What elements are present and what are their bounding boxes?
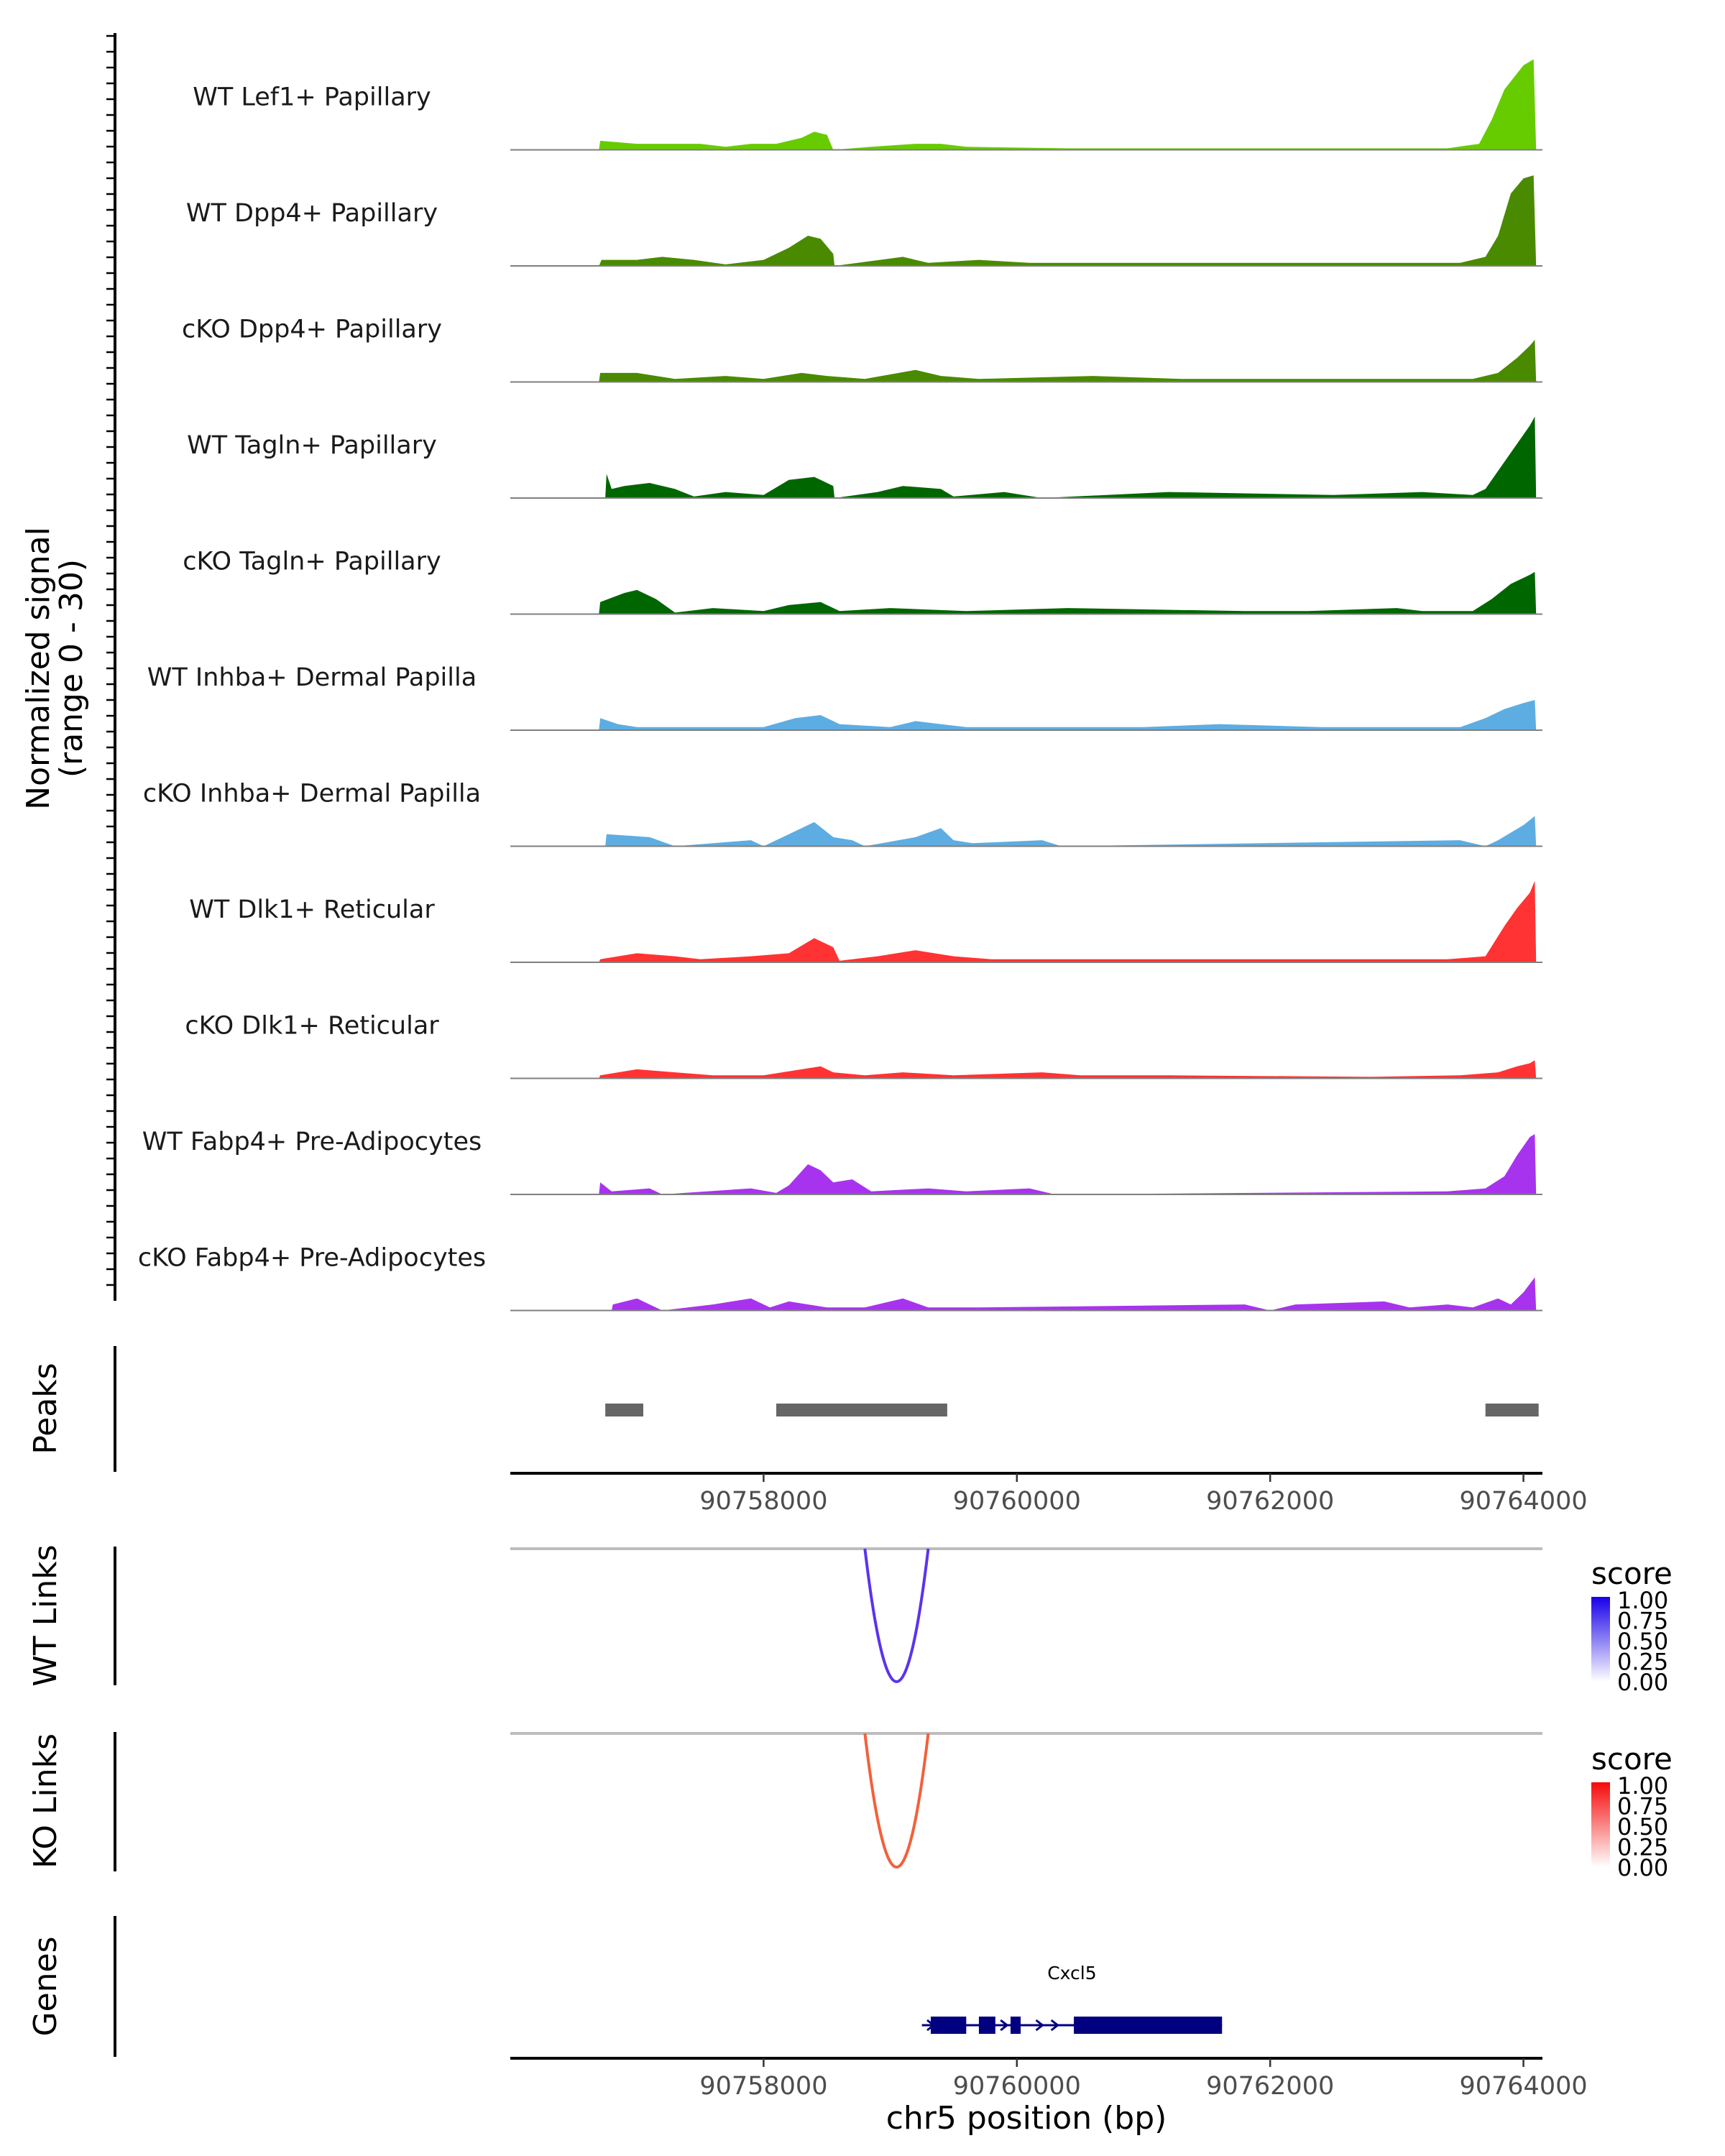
x-axis-bottom-tick-label: 90758000 bbox=[699, 2072, 827, 2101]
coverage-track: cKO Dpp4+ Papillary bbox=[182, 315, 1542, 383]
gene-name-cxcl5: Cxcl5 bbox=[1047, 1963, 1096, 1984]
genes-panel: Genes Cxcl5 bbox=[27, 1916, 1223, 2057]
genes-x-axis: 90758000 90760000 90762000 90764000 bbox=[510, 2057, 1588, 2101]
x-axis-top-tick-label: 90764000 bbox=[1459, 1487, 1587, 1516]
coverage-y-axis-title: Normalized signal bbox=[20, 527, 57, 810]
coverage-track-label: WT Tagln+ Papillary bbox=[187, 431, 437, 460]
link-arc bbox=[863, 1733, 930, 1869]
coverage-tracks: WT Lef1+ Papillary WT Dpp4+ Papillary cKO … bbox=[138, 59, 1542, 1312]
x-axis-top-tick-label: 90760000 bbox=[953, 1487, 1081, 1516]
coverage-track-label: cKO Dlk1+ Reticular bbox=[185, 1012, 439, 1041]
x-axis-bottom-tick-label: 90762000 bbox=[1206, 2072, 1334, 2101]
coverage-track-label: cKO Inhba+ Dermal Papilla bbox=[143, 780, 481, 808]
coverage-track: WT Lef1+ Papillary bbox=[193, 59, 1542, 151]
legend-colorbar bbox=[1591, 1597, 1610, 1682]
gene-strand-arrow bbox=[1050, 2019, 1060, 2032]
legend-tick-label: 1.00 bbox=[1617, 1772, 1668, 1800]
coverage-area bbox=[510, 1060, 1542, 1079]
x-axis-bottom-tick-label: 90760000 bbox=[953, 2072, 1081, 2101]
peaks-panel: Peaks bbox=[27, 1346, 1539, 1472]
gene-exon bbox=[930, 2017, 967, 2034]
coverage-area bbox=[510, 175, 1542, 266]
coverage-area bbox=[510, 1134, 1542, 1194]
peak-region bbox=[605, 1404, 644, 1416]
coverage-track: cKO Dlk1+ Reticular bbox=[185, 1012, 1542, 1079]
gene-strand-arrow bbox=[1000, 2019, 1009, 2032]
coverage-track-label: cKO Fabp4+ Pre-Adipocytes bbox=[138, 1244, 486, 1273]
legend-colorbar bbox=[1591, 1782, 1610, 1867]
coverage-area bbox=[510, 816, 1542, 847]
x-axis-bottom-tick-label: 90764000 bbox=[1459, 2072, 1587, 2101]
coverage-track-label: WT Inhba+ Dermal Papilla bbox=[147, 663, 477, 692]
peak-regions bbox=[605, 1404, 1539, 1416]
x-axis-top-tick-label: 90762000 bbox=[1206, 1487, 1334, 1516]
coverage-track: WT Dpp4+ Papillary bbox=[186, 175, 1542, 267]
legend-tick-label: 0.25 bbox=[1617, 1649, 1668, 1676]
link-panel-label: WT Links bbox=[27, 1544, 64, 1686]
peaks-x-axis: 90758000 90760000 90762000 90764000 bbox=[510, 1472, 1588, 1516]
coverage-track-label: WT Dlk1+ Reticular bbox=[189, 895, 435, 924]
coverage-area bbox=[510, 59, 1542, 150]
legend-tick-label: 0.50 bbox=[1617, 1628, 1668, 1655]
coverage-area bbox=[510, 1277, 1542, 1311]
coverage-track-label: WT Fabp4+ Pre-Adipocytes bbox=[142, 1128, 482, 1156]
legend-tick-label: 0.50 bbox=[1617, 1813, 1668, 1841]
x-axis-title: chr5 position (bp) bbox=[886, 2100, 1167, 2137]
coverage-area bbox=[510, 880, 1542, 962]
legend-tick-label: 0.75 bbox=[1617, 1608, 1668, 1635]
legend-tick-label: 0.25 bbox=[1617, 1834, 1668, 1861]
coverage-area bbox=[510, 339, 1542, 382]
legend-tick-label: 0.00 bbox=[1617, 1669, 1668, 1696]
coverage-track: cKO Inhba+ Dermal Papilla bbox=[143, 780, 1542, 847]
gene-exon bbox=[1010, 2017, 1021, 2034]
legend-tick-label: 0.75 bbox=[1617, 1793, 1668, 1820]
gene-strand-arrow bbox=[1035, 2019, 1044, 2032]
coverage-track-label: WT Lef1+ Papillary bbox=[193, 83, 431, 112]
peaks-label: Peaks bbox=[27, 1363, 64, 1454]
coverage-track: WT Tagln+ Papillary bbox=[187, 416, 1542, 499]
peak-region bbox=[1485, 1404, 1539, 1416]
link-panel-label: KO Links bbox=[27, 1733, 64, 1869]
coverage-track: cKO Tagln+ Papillary bbox=[183, 548, 1542, 615]
coverage-track: WT Inhba+ Dermal Papilla bbox=[147, 663, 1542, 731]
coverage-y-axis bbox=[106, 33, 116, 1301]
coverage-track-label: WT Dpp4+ Papillary bbox=[186, 199, 438, 228]
coverage-track-label: cKO Tagln+ Papillary bbox=[183, 548, 441, 576]
legend-title: score bbox=[1591, 1556, 1673, 1591]
legend-tick-label: 1.00 bbox=[1617, 1587, 1668, 1614]
legend-title: score bbox=[1591, 1741, 1673, 1777]
peak-region bbox=[776, 1404, 947, 1416]
coverage-track-label: cKO Dpp4+ Papillary bbox=[182, 315, 442, 344]
link-arc bbox=[863, 1548, 930, 1683]
legend-tick-label: 0.00 bbox=[1617, 1854, 1668, 1881]
gene-exon bbox=[978, 2017, 995, 2034]
coverage-y-axis-range: (range 0 - 30) bbox=[53, 559, 90, 778]
gene-strand-arrow bbox=[926, 2019, 936, 2032]
x-axis-top-tick-label: 90758000 bbox=[699, 1487, 827, 1516]
gene-exon bbox=[1074, 2017, 1223, 2034]
gene-model bbox=[921, 2017, 1223, 2034]
coverage-area bbox=[510, 416, 1542, 498]
coverage-track: cKO Fabp4+ Pre-Adipocytes bbox=[138, 1244, 1542, 1312]
coverage-track: WT Dlk1+ Reticular bbox=[189, 880, 1542, 963]
genes-label: Genes bbox=[27, 1936, 64, 2036]
coverage-area bbox=[510, 700, 1542, 730]
coverage-track: WT Fabp4+ Pre-Adipocytes bbox=[142, 1128, 1542, 1195]
coverage-area bbox=[510, 571, 1542, 614]
